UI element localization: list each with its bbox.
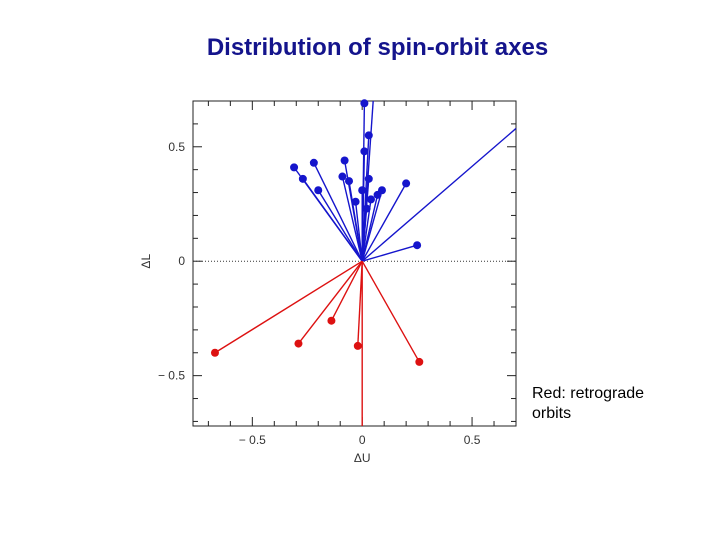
prograde-point [360,99,369,108]
series-prograde [290,99,517,262]
y-tick-label: − 0.5 [158,369,185,383]
prograde-point [340,156,349,165]
prograde-point [364,174,373,183]
prograde-point [345,177,354,186]
prograde-point [351,197,360,206]
prograde-spoke [317,189,363,262]
retrograde-point [294,339,303,348]
retrograde-spoke [361,260,420,363]
x-axis-label: ΔU [354,451,371,465]
prograde-spoke [302,178,363,262]
retrograde-point [327,316,336,325]
prograde-ray [361,127,517,262]
prograde-point [377,186,386,195]
prograde-spoke [341,176,363,262]
y-tick-label: 0.5 [168,140,185,154]
prograde-point [338,172,347,181]
legend-note: Red: retrograde orbits [532,384,682,424]
prograde-point [358,186,367,195]
prograde-spoke [361,183,407,262]
data-series [210,99,517,426]
prograde-point [314,186,323,195]
slide-title: Distribution of spin-orbit axes [206,34,549,61]
plot-frame [192,100,517,427]
x-tick-label: 0 [359,433,366,447]
series-retrograde [210,260,424,426]
x-tick-label: 0.5 [464,433,481,447]
prograde-point [413,241,422,250]
prograde-spoke [348,180,363,262]
prograde-point [298,174,307,183]
y-axis-label: ΔL [139,254,153,269]
legend-note-line1: Red: retrograde [532,385,645,402]
prograde-point [309,158,318,167]
prograde-spoke [313,162,363,262]
retrograde-spoke [357,261,363,346]
tick-labels: − 0.5 0 0.5 0.5 0 − 0.5 [158,140,481,447]
chart-frame [192,100,517,427]
retrograde-spoke [297,260,363,345]
tick-marks [193,100,517,426]
prograde-point [360,147,369,156]
retrograde-spoke [214,260,363,354]
prograde-spoke [361,208,368,262]
prograde-point [402,179,411,188]
prograde-point [362,204,371,213]
prograde-point [366,195,375,204]
prograde-spoke [361,244,418,262]
legend-note-line2: orbits [532,405,572,422]
prograde-point [364,131,373,140]
x-tick-label: − 0.5 [239,433,266,447]
prograde-point [290,163,299,172]
retrograde-point [415,357,424,366]
prograde-spoke [361,190,383,262]
y-tick-label: 0 [178,254,185,268]
retrograde-point [210,348,219,357]
prograde-spoke [354,201,363,262]
retrograde-spoke [330,260,363,322]
retrograde-point [353,341,362,350]
